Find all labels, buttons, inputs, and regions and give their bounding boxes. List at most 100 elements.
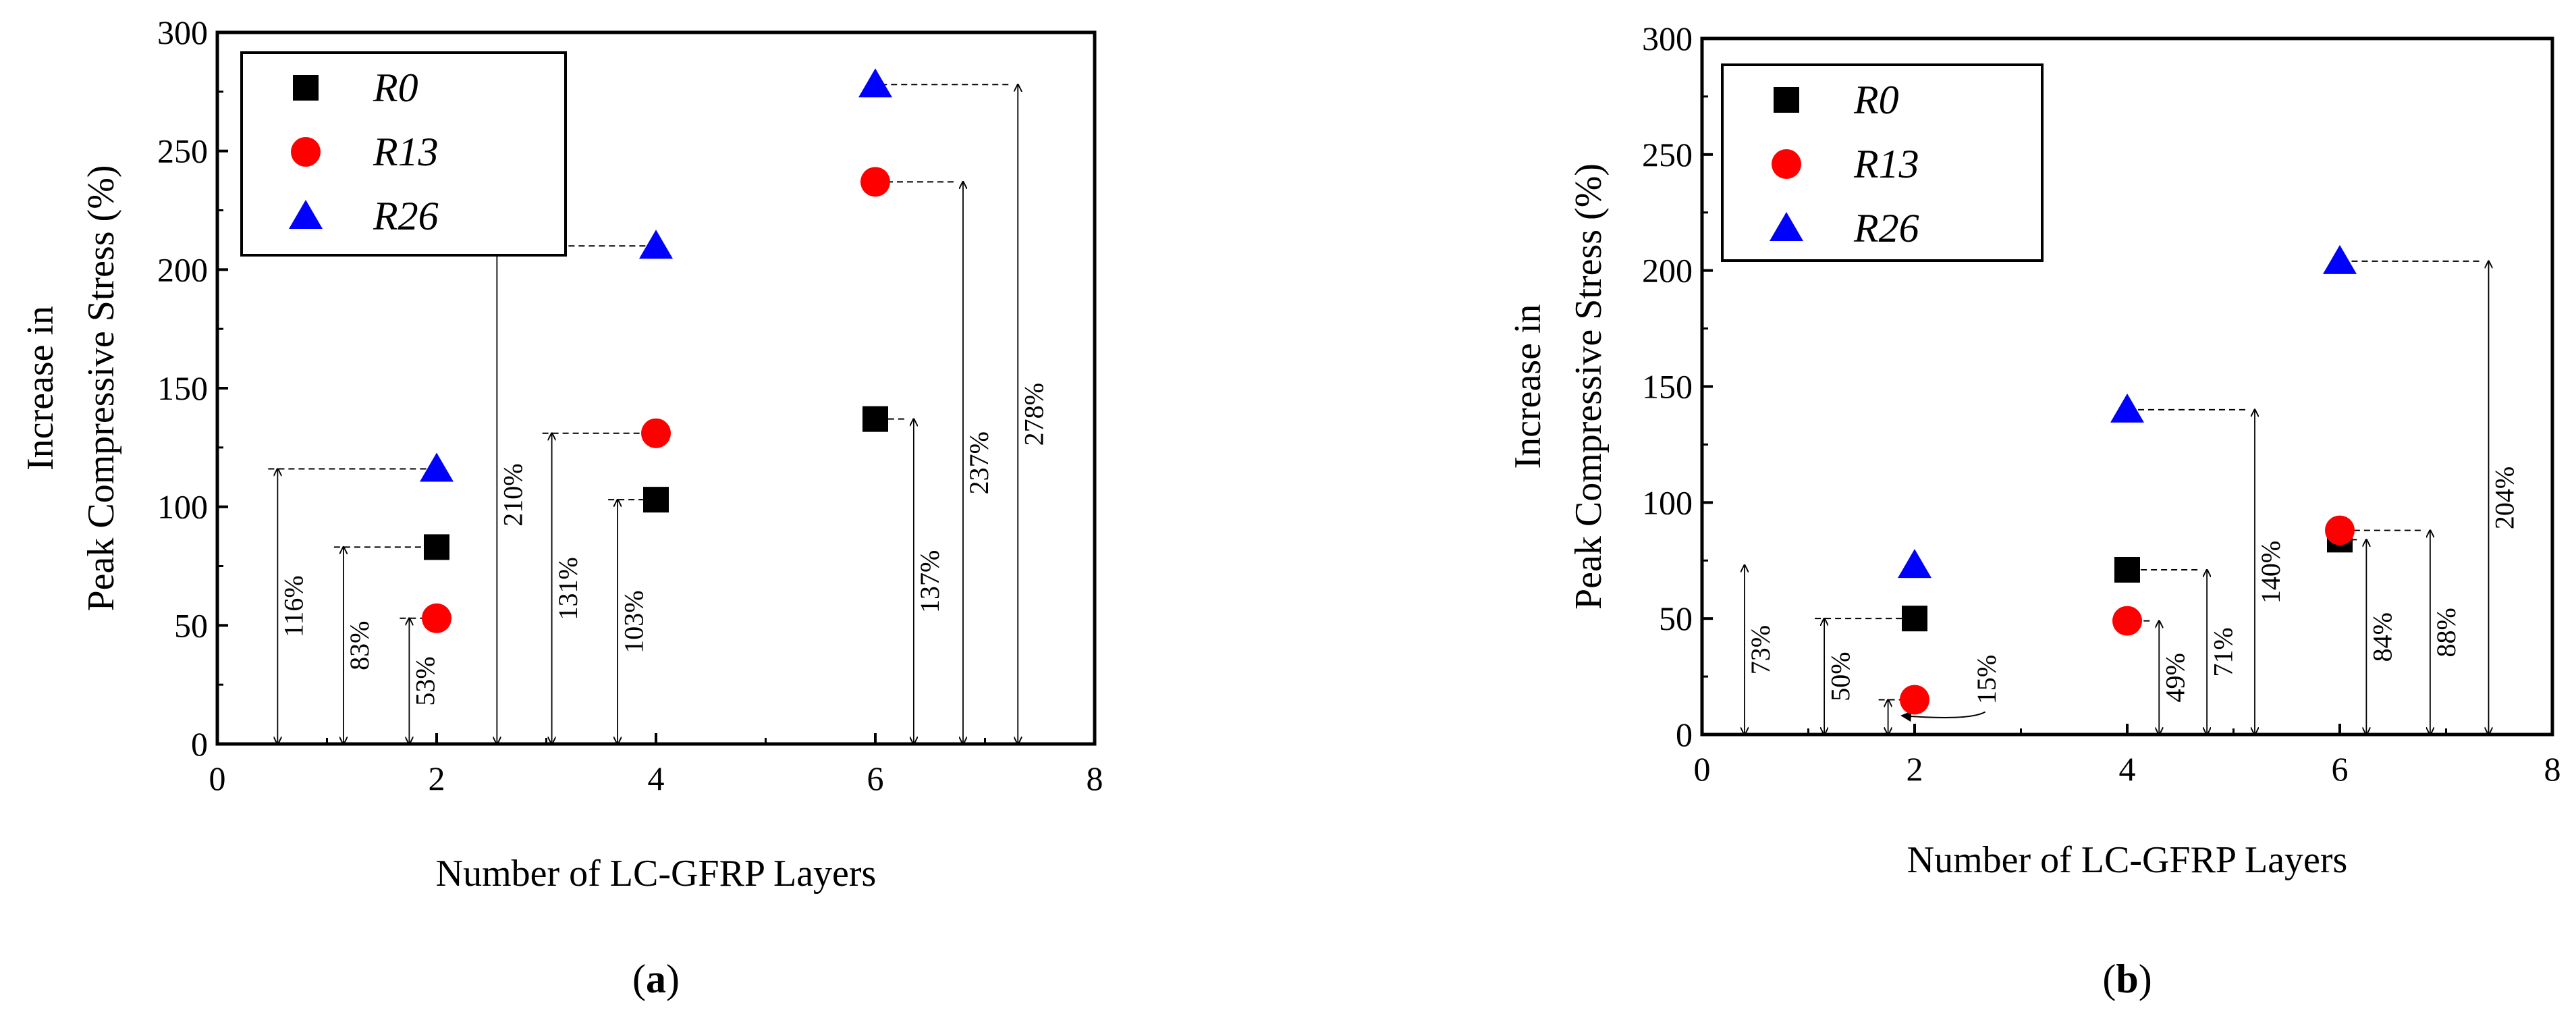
legend-item-r26: R26 (289, 194, 439, 238)
x-tick-label: 4 (648, 760, 665, 797)
data-point-r26 (2323, 244, 2357, 274)
dimension-annotation: 71% (2119, 570, 2238, 735)
y-tick-label: 250 (157, 132, 208, 170)
legend-item-r0: R0 (293, 65, 418, 110)
percent-label: 116% (279, 575, 309, 637)
legend-item-r0: R0 (1774, 78, 1899, 122)
y-tick-label: 50 (174, 606, 208, 644)
data-point-r13 (2325, 515, 2355, 545)
x-tick-label: 0 (209, 760, 226, 797)
y-tick-label: 200 (157, 250, 208, 288)
data-point-r0 (1902, 606, 1927, 632)
y-tick-label: 100 (157, 488, 208, 526)
panel-a: 116% 83% 53% 210% 131% 103% 137% 237% 278% 0 2 4 6 8… (20, 14, 1103, 1001)
y-tick-label: 300 (1642, 20, 1693, 57)
legend-item-r13: R13 (291, 130, 439, 174)
y-tick-label: 100 (1642, 483, 1693, 521)
panel-a-caption: (a) (632, 957, 680, 1001)
y-tick-label: 150 (1642, 368, 1693, 406)
dimension-annotation: 204% (2332, 261, 2520, 735)
dimension-annotation: 88% (2332, 531, 2461, 735)
panel-b-caption: (b) (2102, 957, 2152, 1001)
y-tick-label: 0 (191, 725, 208, 763)
percent-label: 140% (2255, 541, 2286, 604)
data-point-r26 (639, 230, 673, 259)
panel-a-x-axis-label: Number of LC-GFRP Layers (436, 853, 877, 895)
panel-b-annotations: 73% 50% 15% 49% 71% 140% 84% 88% 204% (1745, 261, 2520, 735)
dimension-annotation: 131% (542, 433, 648, 744)
dimension-annotation: 50% (1815, 618, 1907, 735)
percent-label: 88% (2431, 608, 2461, 657)
percent-label: 137% (914, 550, 945, 613)
panel-a-x-ticks: 0 2 4 6 8 (209, 733, 1103, 797)
dimension-annotation: 137% (867, 419, 945, 744)
percent-label: 71% (2208, 627, 2238, 676)
dimension-annotation: 103% (608, 500, 649, 744)
dimension-annotation: 83% (333, 547, 429, 744)
y-tick-label: 200 (1642, 252, 1693, 290)
dimension-annotation: 210% (487, 246, 648, 744)
percent-label: 73% (1745, 625, 1776, 674)
panel-a-legend: R0 R13 R26 (240, 51, 567, 257)
data-point-r26 (1898, 549, 1931, 579)
x-tick-label: 2 (1907, 750, 1923, 788)
data-point-r13 (2112, 606, 2142, 636)
percent-label: 103% (618, 590, 649, 653)
legend-swatch (291, 137, 321, 167)
legend-label: R26 (373, 194, 439, 238)
data-point-r26 (420, 452, 454, 482)
panel-b: 73% 50% 15% 49% 71% 140% 84% 88% 204% 0 2 4 6 8 0 50 1… (1507, 20, 2561, 1001)
legend-swatch (1774, 87, 1799, 113)
dimension-annotation: 237% (867, 182, 994, 744)
legend-label: R0 (1853, 78, 1899, 122)
y-tick-label: 150 (157, 369, 208, 407)
legend-item-r26: R26 (1770, 206, 1919, 250)
percent-label: 204% (2490, 467, 2520, 529)
legend-swatch (1772, 149, 1801, 179)
percent-label: 53% (410, 656, 441, 705)
y-tick-label: 50 (1659, 600, 1693, 637)
legend-swatch (293, 75, 319, 101)
panel-a-y-ticks: 0 50 100 150 200 250 300 (157, 14, 228, 763)
y-tick-label: 0 (1676, 716, 1693, 753)
data-point-r13 (1900, 685, 1929, 715)
x-tick-label: 6 (2332, 750, 2349, 788)
panel-b-x-axis-label: Number of LC-GFRP Layers (1907, 839, 2348, 881)
dimension-annotation: 116% (268, 469, 429, 744)
legend-label: R0 (373, 65, 418, 110)
legend-label: R13 (1853, 142, 1919, 186)
dimension-annotation: 278% (867, 84, 1049, 744)
y-tick-label: 300 (157, 14, 208, 51)
percent-label: 278% (1018, 383, 1049, 446)
data-point-r13 (860, 167, 890, 197)
data-point-r0 (424, 534, 449, 560)
legend-swatch (1770, 212, 1803, 241)
legend-item-r13: R13 (1772, 142, 1919, 186)
x-tick-label: 2 (429, 760, 445, 797)
dimension-annotation: 15% (1878, 655, 2002, 735)
panel-a-y-axis-label-line1: Increase in (20, 306, 61, 471)
dimension-annotation: 49% (2119, 621, 2190, 735)
percent-label: 84% (2367, 612, 2398, 662)
panel-b-y-axis-label-line1: Increase in (1507, 304, 1549, 469)
panel-a-caption-letter: a (646, 957, 666, 1001)
percent-label: 237% (964, 431, 994, 494)
x-tick-label: 8 (2544, 750, 2561, 788)
percent-label: 131% (553, 557, 583, 620)
data-point-r26 (2110, 393, 2144, 423)
percent-label: 49% (2160, 653, 2190, 702)
dimension-annotation: 140% (2119, 410, 2286, 735)
dimension-annotation: 84% (2332, 539, 2398, 735)
percent-label: 50% (1825, 651, 1855, 701)
panel-b-markers (1898, 244, 2357, 715)
panel-b-caption-letter: b (2116, 957, 2138, 1001)
legend-label: R26 (1853, 206, 1919, 250)
callout-pointer (1900, 711, 1986, 722)
panel-b-x-ticks: 0 2 4 6 8 (1694, 724, 2561, 788)
panel-a-annotations: 116% 83% 53% 210% 131% 103% 137% 237% 278% (268, 84, 1049, 744)
data-point-r0 (643, 487, 669, 513)
percent-label: 83% (344, 621, 375, 670)
panel-a-y-axis-label-line2: Peak Compressive Stress (%) (80, 165, 122, 611)
panel-b-y-ticks: 0 50 100 150 200 250 300 (1642, 20, 1713, 753)
